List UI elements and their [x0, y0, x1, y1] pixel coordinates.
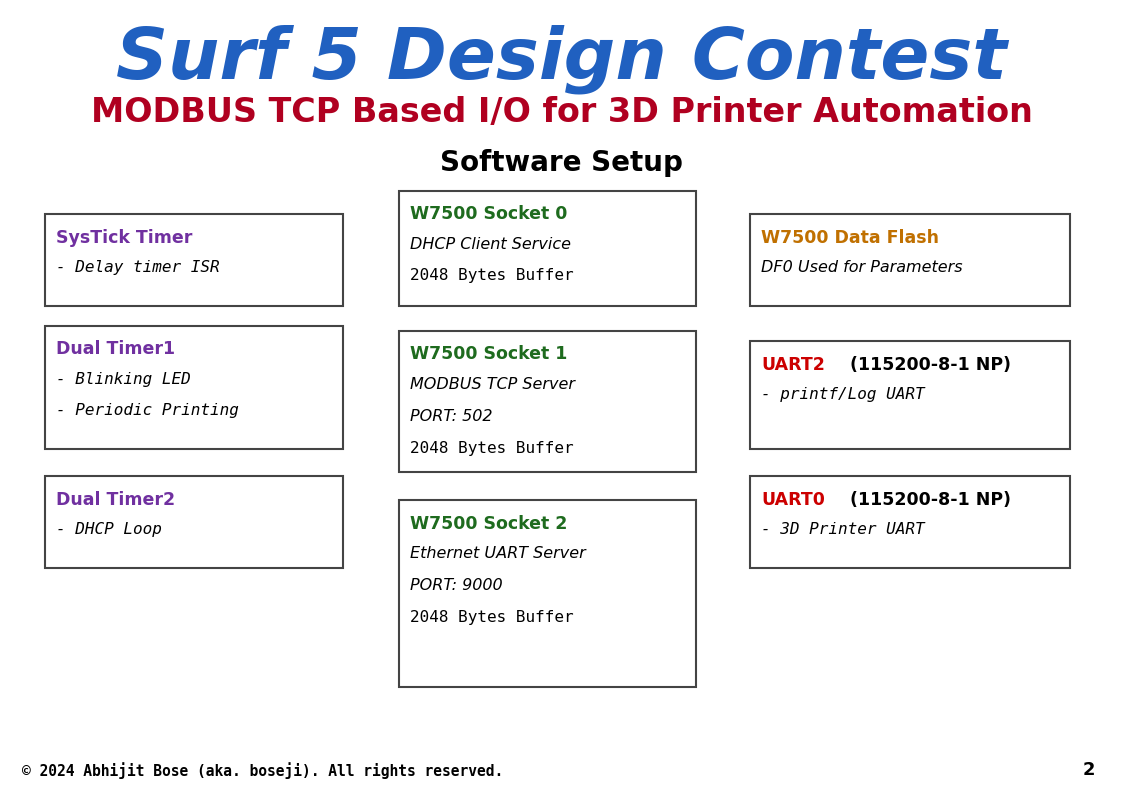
Text: 2: 2 [1083, 761, 1095, 779]
Text: - DHCP Loop: - DHCP Loop [56, 522, 162, 538]
FancyBboxPatch shape [399, 500, 696, 687]
Text: W7500 Socket 2: W7500 Socket 2 [410, 515, 567, 533]
Text: SysTick Timer: SysTick Timer [56, 229, 192, 247]
Text: - printf/Log UART: - printf/Log UART [761, 387, 925, 403]
Text: Ethernet UART Server: Ethernet UART Server [410, 546, 586, 561]
Text: 2048 Bytes Buffer: 2048 Bytes Buffer [410, 610, 574, 625]
FancyBboxPatch shape [45, 326, 343, 449]
Text: MODBUS TCP Based I/O for 3D Printer Automation: MODBUS TCP Based I/O for 3D Printer Auto… [91, 96, 1032, 129]
Text: W7500 Socket 0: W7500 Socket 0 [410, 205, 567, 223]
Text: 2048 Bytes Buffer: 2048 Bytes Buffer [410, 441, 574, 456]
Text: DF0 Used for Parameters: DF0 Used for Parameters [761, 260, 964, 276]
Text: MODBUS TCP Server: MODBUS TCP Server [410, 377, 575, 392]
Text: DHCP Client Service: DHCP Client Service [410, 237, 570, 252]
Text: Dual Timer2: Dual Timer2 [56, 491, 175, 509]
FancyBboxPatch shape [750, 341, 1070, 449]
Text: 2048 Bytes Buffer: 2048 Bytes Buffer [410, 268, 574, 283]
Text: Dual Timer1: Dual Timer1 [56, 340, 175, 358]
Text: - Periodic Printing: - Periodic Printing [56, 403, 239, 418]
FancyBboxPatch shape [750, 476, 1070, 568]
Text: W7500 Socket 1: W7500 Socket 1 [410, 345, 567, 364]
FancyBboxPatch shape [750, 214, 1070, 306]
Text: PORT: 9000: PORT: 9000 [410, 578, 502, 593]
Text: Software Setup: Software Setup [440, 148, 683, 177]
Text: - Delay timer ISR: - Delay timer ISR [56, 260, 220, 276]
Text: (115200-8-1 NP): (115200-8-1 NP) [843, 491, 1011, 509]
Text: Surf 5 Design Contest: Surf 5 Design Contest [116, 25, 1007, 94]
Text: (115200-8-1 NP): (115200-8-1 NP) [843, 356, 1011, 374]
Text: UART0: UART0 [761, 491, 825, 509]
Text: © 2024 Abhijit Bose (aka. boseji). All rights reserved.: © 2024 Abhijit Bose (aka. boseji). All r… [22, 761, 504, 779]
Text: W7500 Data Flash: W7500 Data Flash [761, 229, 940, 247]
Text: - Blinking LED: - Blinking LED [56, 372, 191, 387]
FancyBboxPatch shape [45, 476, 343, 568]
Text: UART2: UART2 [761, 356, 825, 374]
FancyBboxPatch shape [45, 214, 343, 306]
FancyBboxPatch shape [399, 331, 696, 472]
Text: - 3D Printer UART: - 3D Printer UART [761, 522, 925, 538]
FancyBboxPatch shape [399, 191, 696, 306]
Text: PORT: 502: PORT: 502 [410, 409, 492, 424]
